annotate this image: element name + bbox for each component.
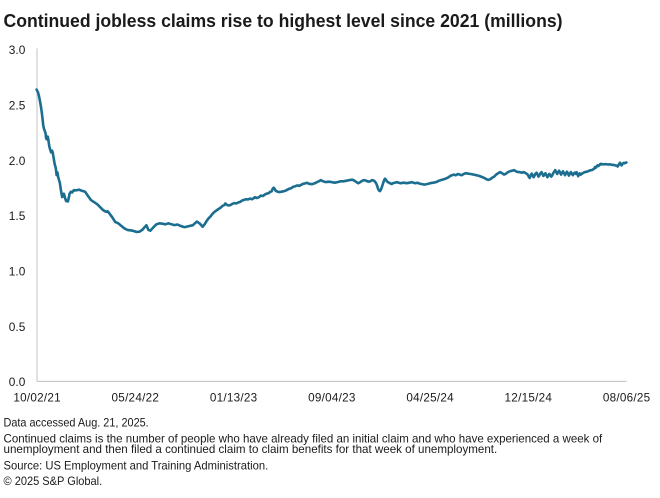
svg-text:08/06/25: 08/06/25 <box>603 392 651 405</box>
svg-text:© 2025 S&P Global.: © 2025 S&P Global. <box>4 475 103 488</box>
svg-text:Source: US Employment and Trai: Source: US Employment and Training Admin… <box>4 460 269 473</box>
svg-text:04/25/24: 04/25/24 <box>406 392 454 405</box>
svg-text:Data accessed Aug. 21, 2025.: Data accessed Aug. 21, 2025. <box>4 416 149 429</box>
svg-text:1.0: 1.0 <box>9 265 26 279</box>
svg-text:0.5: 0.5 <box>9 320 26 334</box>
svg-text:Continued jobless claims rise: Continued jobless claims rise to highest… <box>4 10 563 31</box>
svg-text:Continued claims is the number: Continued claims is the number of people… <box>4 432 603 445</box>
svg-text:unemployment and then filed a: unemployment and then filed a continued … <box>4 443 498 456</box>
svg-text:2.5: 2.5 <box>9 99 26 113</box>
svg-text:05/24/22: 05/24/22 <box>112 392 159 405</box>
svg-text:2.0: 2.0 <box>9 154 26 168</box>
svg-text:12/15/24: 12/15/24 <box>505 392 553 405</box>
svg-text:3.0: 3.0 <box>9 43 26 57</box>
svg-text:0.0: 0.0 <box>9 375 26 389</box>
svg-text:10/02/21: 10/02/21 <box>13 392 60 405</box>
svg-text:01/13/23: 01/13/23 <box>210 392 257 405</box>
svg-text:09/04/23: 09/04/23 <box>308 392 355 405</box>
svg-text:1.5: 1.5 <box>9 209 26 223</box>
